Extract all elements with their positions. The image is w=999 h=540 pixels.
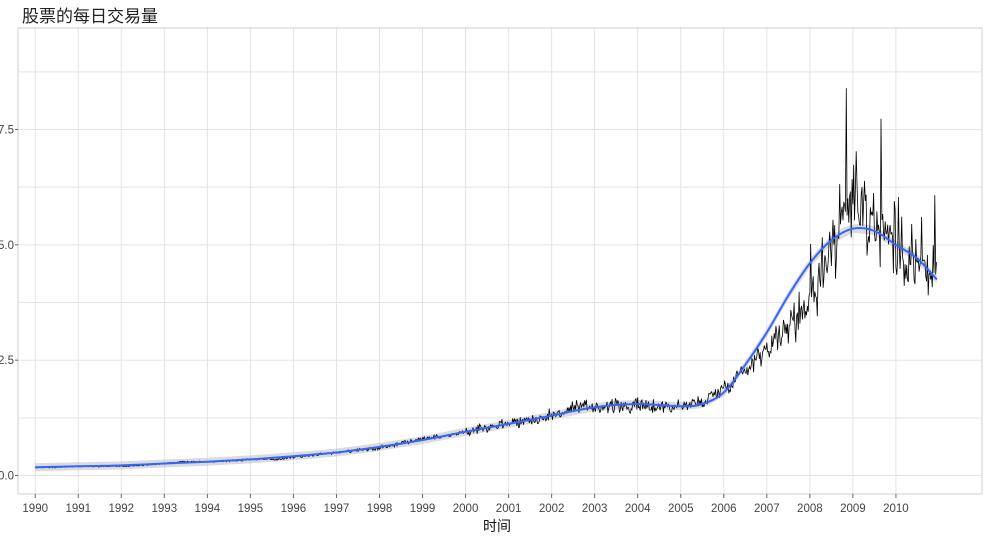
y-tick-label: 2.5 xyxy=(0,355,14,367)
raw-volume-line xyxy=(35,88,937,469)
x-tick-label: 1994 xyxy=(195,503,221,515)
x-tick-label: 2008 xyxy=(797,503,823,515)
x-tick-label: 2004 xyxy=(625,503,651,515)
y-tick-label: 0.0 xyxy=(0,471,14,483)
x-tick-label: 2009 xyxy=(840,503,866,515)
x-tick-label: 2005 xyxy=(668,503,694,515)
x-tick-label: 1992 xyxy=(108,503,134,515)
x-tick-label: 1991 xyxy=(65,503,91,515)
x-tick-label: 2007 xyxy=(754,503,780,515)
x-tick-label: 2001 xyxy=(496,503,522,515)
x-tick-label: 2006 xyxy=(711,503,737,515)
x-tick-label: 1997 xyxy=(324,503,350,515)
x-tick-label: 1996 xyxy=(281,503,307,515)
x-tick-label: 2002 xyxy=(539,503,565,515)
smoothed-trend-series xyxy=(35,227,938,469)
grid-lines xyxy=(18,28,982,494)
x-tick-label: 2000 xyxy=(453,503,479,515)
plot-border xyxy=(17,27,983,495)
x-axis-ticks: 1990 1991 1992 1993 1994 1995 1996 1997 1998 1999… xyxy=(22,494,909,515)
y-tick-label: 7.5 xyxy=(0,125,14,137)
x-axis-label: 时间 xyxy=(483,519,511,535)
raw-volume-series xyxy=(35,88,937,469)
x-tick-label: 2010 xyxy=(883,503,909,515)
y-axis-ticks: 0.0 2.5 5.0 7.5 xyxy=(0,125,18,483)
x-tick-label: 1999 xyxy=(410,503,436,515)
confidence-band xyxy=(35,224,937,472)
x-tick-label: 1993 xyxy=(152,503,178,515)
smoothed-trend-line xyxy=(35,227,938,469)
confidence-band-area xyxy=(35,224,937,472)
y-tick-label: 5.0 xyxy=(0,240,14,252)
x-tick-label: 1995 xyxy=(238,503,264,515)
x-tick-label: 1998 xyxy=(367,503,393,515)
chart-title: 股票的每日交易量 xyxy=(22,7,158,27)
axes xyxy=(17,27,983,495)
x-tick-label: 2003 xyxy=(582,503,608,515)
x-tick-label: 1990 xyxy=(22,503,48,515)
